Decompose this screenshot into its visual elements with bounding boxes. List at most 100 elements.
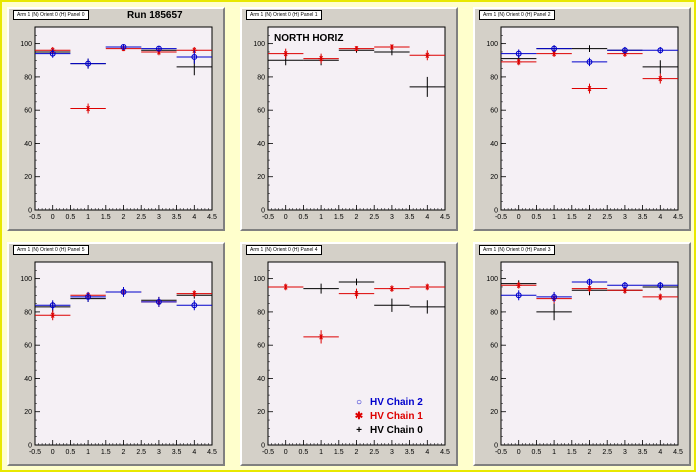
y-tick-label: 100	[253, 41, 265, 48]
x-tick-label: 1.5	[101, 449, 111, 456]
chain2-data-point	[155, 45, 162, 52]
plot-pad-4[interactable]: -0.5 0 0.5 1 1.5 2 2.5 3 3.5 4 4.5 0 20 40 60 80 100 Arm…	[240, 242, 458, 466]
y-tick-label: 100	[486, 41, 498, 48]
chain2-data-point	[586, 58, 593, 65]
chain2-data-point	[551, 293, 558, 300]
chain1-star-stroke	[552, 50, 556, 57]
chain2-data-point	[49, 302, 56, 309]
circle-marker-icon: ○	[355, 397, 363, 408]
chain1-star-stroke	[50, 312, 55, 318]
x-tick-label: 4.5	[440, 214, 450, 221]
pad-title-0: Arm 1 (N) Orient 0 (H) Panel 0	[13, 10, 89, 20]
star-marker-icon: ✱	[354, 411, 364, 422]
x-tick-label: 3	[390, 449, 394, 456]
chain1-data-point	[515, 59, 522, 65]
chain1-data-point	[515, 282, 522, 288]
y-tick-label: 100	[253, 276, 265, 283]
x-tick-label: 3.5	[172, 214, 182, 221]
x-tick-label: 4	[425, 449, 429, 456]
x-tick-label: 0	[51, 449, 55, 456]
legend: ○ HV Chain 2 ✱ HV Chain 1 + HV Chain 0	[352, 396, 423, 438]
x-tick-label: 0.5	[299, 449, 309, 456]
y-tick-label: 100	[486, 276, 498, 283]
chain1-data-point	[318, 334, 324, 340]
x-tick-label: 0	[517, 449, 521, 456]
y-tick-label: 0	[261, 208, 265, 215]
y-tick-label: 80	[257, 309, 265, 316]
chain1-data-point	[389, 285, 395, 292]
x-tick-label: 0	[51, 214, 55, 221]
x-tick-label: 1	[552, 449, 556, 456]
chain1-data-point	[424, 284, 431, 290]
x-tick-label: 1	[86, 449, 90, 456]
plot-pad-0[interactable]: -0.5 0 0.5 1 1.5 2 2.5 3 3.5 4 4.5 0 20 40 60 80 100 Arm…	[7, 7, 225, 231]
x-tick-label: 2.5	[136, 214, 146, 221]
run-label: Run 185657	[127, 10, 183, 21]
x-tick-label: 4.5	[673, 214, 683, 221]
y-tick-label: 60	[490, 343, 498, 350]
x-tick-label: 3.5	[405, 449, 415, 456]
x-tick-label: 3.5	[638, 214, 648, 221]
y-tick-label: 80	[490, 309, 498, 316]
x-tick-label: 2.5	[369, 214, 379, 221]
chain2-data-point	[515, 292, 522, 299]
y-tick-label: 0	[28, 208, 32, 215]
chain1-star-stroke	[390, 285, 394, 292]
x-tick-label: 0.5	[532, 214, 542, 221]
x-tick-label: 2.5	[369, 449, 379, 456]
x-tick-label: 1.5	[101, 214, 111, 221]
chain1-star-stroke	[658, 75, 663, 82]
plot-pad-2[interactable]: -0.5 0 0.5 1 1.5 2 2.5 3 3.5 4 4.5 0 20 40 60 80 100 Arm…	[473, 7, 691, 231]
chain1-data-point	[586, 85, 593, 92]
legend-label-chain2: HV Chain 2	[370, 397, 423, 408]
y-tick-label: 0	[28, 443, 32, 450]
chain1-data-point	[551, 50, 557, 57]
x-tick-label: 4	[192, 449, 196, 456]
chain2-data-point	[120, 288, 127, 295]
chain2-data-point	[515, 50, 522, 57]
chain2-data-point	[85, 293, 92, 300]
x-tick-label: 1.5	[567, 214, 577, 221]
chain1-data-point	[282, 50, 289, 57]
y-tick-label: 60	[490, 108, 498, 115]
x-tick-label: 1	[552, 214, 556, 221]
chain1-star-stroke	[192, 290, 197, 297]
plot-pad-5[interactable]: -0.5 0 0.5 1 1.5 2 2.5 3 3.5 4 4.5 0 20 40 60 80 100 Arm…	[473, 242, 691, 466]
x-tick-label: 0.5	[532, 449, 542, 456]
x-tick-label: 3	[623, 449, 627, 456]
plot-frame	[267, 26, 446, 211]
x-tick-label: 3.5	[172, 449, 182, 456]
x-tick-label: 4	[658, 449, 662, 456]
plot-pad-1[interactable]: -0.5 0 0.5 1 1.5 2 2.5 3 3.5 4 4.5 0 20 40 60 80 100 Arm…	[240, 7, 458, 231]
chain1-star-stroke	[354, 45, 359, 52]
y-tick-label: 40	[24, 141, 32, 148]
chain1-data-point	[353, 45, 360, 52]
x-tick-label: 0.5	[66, 449, 76, 456]
chain2-data-point	[120, 44, 127, 50]
y-tick-label: 20	[490, 174, 498, 181]
chain2-data-point	[586, 279, 593, 285]
x-tick-label: 1	[86, 214, 90, 221]
x-tick-label: 2.5	[136, 449, 146, 456]
x-tick-label: 0	[517, 214, 521, 221]
x-tick-label: 3	[157, 214, 161, 221]
chain1-star-stroke	[354, 290, 359, 297]
y-tick-label: 20	[490, 409, 498, 416]
x-tick-label: 1	[319, 214, 323, 221]
y-tick-label: 80	[490, 74, 498, 81]
chain1-data-point	[49, 312, 56, 318]
x-tick-label: -0.5	[29, 449, 41, 456]
x-tick-label: 4.5	[673, 449, 683, 456]
x-tick-label: 0	[284, 449, 288, 456]
x-tick-label: 4.5	[207, 449, 217, 456]
x-tick-label: 1.5	[334, 214, 344, 221]
y-tick-label: 100	[20, 41, 32, 48]
chain1-data-point	[353, 290, 360, 297]
plot-frame	[34, 26, 213, 211]
pad-title-3: Arm 1 (N) Orient 0 (H) Panel 5	[13, 245, 89, 255]
plot-pad-3[interactable]: -0.5 0 0.5 1 1.5 2 2.5 3 3.5 4 4.5 0 20 40 60 80 100 Arm…	[7, 242, 225, 466]
